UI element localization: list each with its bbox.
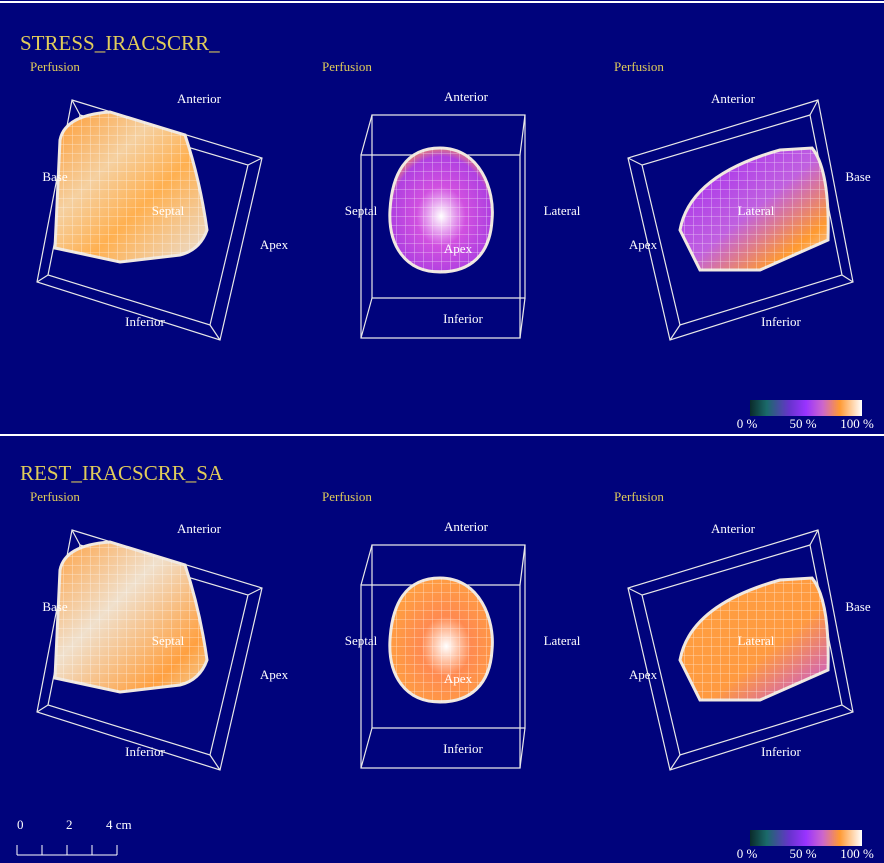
colorbar-label: 50 % <box>789 416 816 431</box>
box-edge <box>841 704 854 713</box>
orientation-label: Anterior <box>444 519 489 534</box>
box-edge <box>71 529 81 546</box>
orientation-label: Apex <box>629 237 658 252</box>
orientation-label: Apex <box>444 671 473 686</box>
orientation-label: Apex <box>629 667 658 682</box>
view: Perfusion Anterior Septal Apex Lateral Inferi… <box>322 489 581 769</box>
box-edge <box>71 99 81 116</box>
box-edge <box>519 544 526 586</box>
orientation-label: Anterior <box>177 521 222 536</box>
heart-mesh <box>680 578 829 700</box>
view-label: Perfusion <box>614 59 664 74</box>
orientation-label: Apex <box>444 241 473 256</box>
box-edge <box>809 529 819 546</box>
view-label: Perfusion <box>322 59 372 74</box>
orientation-label: Base <box>42 169 68 184</box>
colorbar-label: 0 % <box>737 846 758 861</box>
box-edge <box>841 274 854 283</box>
orientation-label: Septal <box>345 633 378 648</box>
orientation-label: Apex <box>260 237 289 252</box>
box-edge <box>247 587 263 596</box>
heart-mesh <box>389 148 493 272</box>
colorbar <box>750 830 862 846</box>
orientation-label: Inferior <box>761 744 801 759</box>
heart-mesh <box>55 542 207 692</box>
box-edge <box>519 114 526 156</box>
box-edge <box>360 297 373 339</box>
orientation-label: Inferior <box>761 314 801 329</box>
box-edge <box>360 114 373 156</box>
orientation-label: Lateral <box>544 633 581 648</box>
heart-mesh <box>55 112 207 262</box>
box-edge <box>360 544 373 586</box>
orientation-label: Anterior <box>711 91 756 106</box>
box-edge <box>209 754 221 771</box>
box-edge <box>669 754 681 771</box>
box-edge <box>519 297 526 339</box>
view: Perfusion Anterior Septal Apex Lateral Inferi… <box>322 59 581 339</box>
orientation-label: Inferior <box>443 741 483 756</box>
colorbar <box>750 400 862 416</box>
orientation-label: Lateral <box>738 633 775 648</box>
orientation-label: Inferior <box>125 314 165 329</box>
view-label: Perfusion <box>30 59 80 74</box>
orientation-label: Septal <box>152 633 185 648</box>
box-edge <box>519 727 526 769</box>
heart-mesh <box>389 578 493 702</box>
orientation-label: Septal <box>152 203 185 218</box>
view: Perfusion Anterior Apex Lateral Base Inferior <box>614 59 871 341</box>
panel-title: STRESS_IRACSCRR_ <box>20 31 220 55</box>
box-edge <box>36 274 49 283</box>
orientation-label: Base <box>845 169 871 184</box>
orientation-label: Inferior <box>443 311 483 326</box>
box-edge <box>627 157 643 166</box>
colorbar-label: 100 % <box>840 846 874 861</box>
orientation-label: Septal <box>345 203 378 218</box>
scale-label: 2 <box>66 817 73 832</box>
colorbar-label: 100 % <box>840 416 874 431</box>
orientation-label: Anterior <box>711 521 756 536</box>
colorbar-label: 0 % <box>737 416 758 431</box>
view: Perfusion Anterior Apex Lateral Base Inferior <box>614 489 871 771</box>
box-edge <box>809 99 819 116</box>
view: Perfusion Anterior Base Septal Apex Inferior <box>30 489 289 771</box>
orientation-label: Lateral <box>544 203 581 218</box>
view-label: Perfusion <box>322 489 372 504</box>
scale-label: 4 cm <box>106 817 132 832</box>
box-edge <box>669 324 681 341</box>
orientation-label: Lateral <box>738 203 775 218</box>
view: Perfusion Anterior Base Septal Apex Inferior <box>30 59 289 341</box>
heart-mesh <box>680 148 829 270</box>
orientation-label: Anterior <box>177 91 222 106</box>
panel: REST_IRACSCRR_SA Perfusion Anterior Base Sep… <box>20 461 874 861</box>
box-edge <box>627 587 643 596</box>
view-label: Perfusion <box>30 489 80 504</box>
box-edge <box>360 727 373 769</box>
orientation-label: Apex <box>260 667 289 682</box>
colorbar-label: 50 % <box>789 846 816 861</box>
orientation-label: Base <box>845 599 871 614</box>
scale-label: 0 <box>17 817 24 832</box>
orientation-label: Inferior <box>125 744 165 759</box>
box-edge <box>209 324 221 341</box>
box-edge <box>247 157 263 166</box>
box-edge <box>36 704 49 713</box>
panel-title: REST_IRACSCRR_SA <box>20 461 224 485</box>
orientation-label: Base <box>42 599 68 614</box>
orientation-label: Anterior <box>444 89 489 104</box>
view-label: Perfusion <box>614 489 664 504</box>
panel: STRESS_IRACSCRR_ Perfusion Anterior Base Sep… <box>20 31 874 431</box>
